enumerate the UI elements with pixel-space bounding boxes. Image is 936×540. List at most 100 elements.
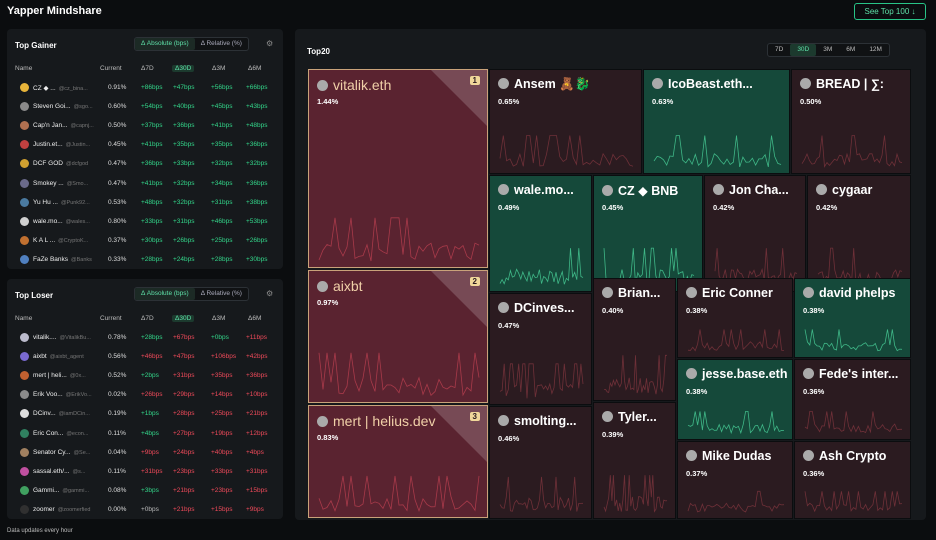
table-row[interactable]: Steven Goi... @sgo... 0.60% +54bps +40bps +45… xyxy=(7,98,289,116)
treemap-tile[interactable]: Ash Crypto 0.36% xyxy=(794,441,911,519)
toggle-relative[interactable]: Δ Relative (%) xyxy=(200,40,242,47)
treemap-tile[interactable]: Jon Cha... 0.42% xyxy=(704,175,806,292)
table-row[interactable]: Cap'n Jan... @capnj... 0.50% +37bps +36bps +4… xyxy=(7,117,289,135)
table-row[interactable]: vitalik.... @VitalikBu... 0.78% +28bps +67bp… xyxy=(7,329,289,347)
crown-rank-badge: 3 xyxy=(469,412,480,421)
col-6m[interactable]: Δ6M xyxy=(248,315,262,322)
col-30d[interactable]: Δ30D xyxy=(172,315,195,322)
treemap-tile[interactable]: 2 aixbt 0.97% xyxy=(308,270,488,403)
tile-name-text: Jon Cha... xyxy=(729,183,789,197)
display-name: DCinv... xyxy=(33,410,56,418)
table-row[interactable]: Smokey ... @Smo... 0.47% +41bps +32bps +34bps… xyxy=(7,175,289,193)
handle: @capnj... xyxy=(70,123,94,130)
row-name: wale.mo... @wales... xyxy=(33,218,90,225)
avatar xyxy=(20,371,29,381)
avatar-icon xyxy=(498,415,509,426)
table-row[interactable]: aixbt @aixbt_agent 0.56% +46bps +47bps +106bp… xyxy=(7,348,289,366)
period-12m[interactable]: 12M xyxy=(869,46,882,53)
treemap-tile[interactable]: Ansem 🧸🐉 0.65% xyxy=(489,69,642,174)
avatar-icon xyxy=(686,287,697,298)
treemap-tile[interactable]: jesse.base.eth 0.38% xyxy=(677,359,793,440)
col-7d[interactable]: Δ7D xyxy=(141,315,154,322)
treemap-tile[interactable]: BREAD | ∑: 0.50% xyxy=(791,69,911,174)
table-row[interactable]: mert | heli... @0x... 0.52% +2bps +31bps +35b… xyxy=(7,367,289,385)
current-value: 0.33% xyxy=(108,255,127,263)
period-6m[interactable]: 6M xyxy=(846,46,856,53)
col-6m[interactable]: Δ6M xyxy=(248,65,262,72)
treemap-tile[interactable]: Eric Conner 0.38% xyxy=(677,278,793,358)
treemap-tile[interactable]: david phelps 0.38% xyxy=(794,278,911,358)
treemap-tile[interactable]: Tyler... 0.39% xyxy=(593,402,676,519)
table-row[interactable]: CZ ◆ ... @cz_bina... 0.91% +86bps +47bps +56b… xyxy=(7,79,289,97)
delta-d3m: +14bps xyxy=(211,391,233,399)
delta-d30: +40bps xyxy=(173,103,195,111)
delta-d6m: +48bps xyxy=(246,122,268,130)
tile-name: Tyler... xyxy=(602,410,657,424)
treemap-tile[interactable]: Mike Dudas 0.37% xyxy=(677,441,793,519)
delta-d30: +35bps xyxy=(173,141,195,149)
table-row[interactable]: Senator Cy... @Se... 0.04% +9bps +24bps +40bp… xyxy=(7,444,289,462)
col-name[interactable]: Name xyxy=(15,65,33,72)
table-row[interactable]: wale.mo... @wales... 0.80% +33bps +31bps +46b… xyxy=(7,213,289,231)
table-row[interactable]: Erik Voo... @ErikVo... 0.02% +26bps +29bps +1… xyxy=(7,386,289,404)
treemap-tile[interactable]: IcoBeast.eth... 0.63% xyxy=(643,69,790,174)
toggle-absolute[interactable]: Δ Absolute (bps) xyxy=(135,288,195,300)
tile-name-text: Tyler... xyxy=(618,410,657,424)
treemap-tile[interactable]: CZ ◆ BNB 0.45% xyxy=(593,175,703,292)
table-row[interactable]: Eric Con... @econ... 0.11% +4bps +27bps +19bp… xyxy=(7,425,289,443)
table-row[interactable]: DCF GOD @dcfgod 0.47% +36bps +33bps +32bps +32… xyxy=(7,155,289,173)
table-row[interactable]: sassal.eth/... @s... 0.11% +31bps +23bps +33b… xyxy=(7,463,289,481)
treemap-tile[interactable]: DCinves... 0.47% xyxy=(489,293,592,405)
col-name[interactable]: Name xyxy=(15,315,33,322)
table-row[interactable]: FaZe Banks @Banks 0.33% +28bps +24bps +28bps +… xyxy=(7,251,289,269)
tile-name-text: Brian... xyxy=(618,286,661,300)
sparkline xyxy=(499,477,584,512)
delta-d6m: +21bps xyxy=(246,410,268,418)
treemap-tile[interactable]: Brian... 0.40% xyxy=(593,278,676,401)
table-row[interactable]: Gammi... @gammi... 0.08% +3bps +21bps +23bps +… xyxy=(7,482,289,500)
row-name: mert | heli... @0x... xyxy=(33,372,86,379)
table-row[interactable]: zoomer @zoomerfied 0.00% +0bps +21bps +15bps +… xyxy=(7,501,289,519)
table-row[interactable]: Yu Hu ... @Punk92... 0.53% +48bps +32bps +31b… xyxy=(7,194,289,212)
delta-d30: +21bps xyxy=(173,486,195,494)
row-name: Cap'n Jan... @capnj... xyxy=(33,122,94,129)
treemap-tile[interactable]: 1 vitalik.eth 1.44% xyxy=(308,69,488,268)
treemap-tile[interactable]: smolting... 0.46% xyxy=(489,406,592,519)
col-current[interactable]: Current xyxy=(100,315,122,322)
col-current[interactable]: Current xyxy=(100,65,122,72)
tile-name: vitalik.eth xyxy=(317,77,391,93)
avatar xyxy=(20,352,29,362)
treemap-tile[interactable]: Fede's inter... 0.36% xyxy=(794,359,911,440)
treemap-tile[interactable]: 3 mert | helius.dev 0.83% xyxy=(308,405,488,518)
toggle-absolute[interactable]: Δ Absolute (bps) xyxy=(135,38,195,50)
delta-d6m: +43bps xyxy=(246,103,268,111)
col-3m[interactable]: Δ3M xyxy=(212,65,226,72)
toggle-relative[interactable]: Δ Relative (%) xyxy=(200,290,242,297)
see-top-100-button[interactable]: See Top 100 ↓ xyxy=(854,3,926,20)
delta-d6m: +12bps xyxy=(246,429,268,437)
display-name: K A L ... xyxy=(33,236,56,244)
delta-d30: +26bps xyxy=(173,236,195,244)
table-row[interactable]: Justin.et... @Justin... 0.45% +41bps +35bps +… xyxy=(7,136,289,154)
period-3m[interactable]: 3M xyxy=(823,46,833,53)
delta-d3m: +32bps xyxy=(211,160,233,168)
col-3m[interactable]: Δ3M xyxy=(212,315,226,322)
display-name: CZ ◆ ... xyxy=(33,85,56,92)
table-row[interactable]: K A L ... @CryptoK... 0.37% +30bps +26bps +25… xyxy=(7,232,289,250)
treemap-tile[interactable]: cygaar 0.42% xyxy=(807,175,911,292)
settings-icon[interactable]: ⚙ xyxy=(266,39,274,48)
treemap-tile[interactable]: wale.mo... 0.49% xyxy=(489,175,592,292)
tile-percent: 0.63% xyxy=(652,97,674,106)
period-7d[interactable]: 7D xyxy=(775,46,784,53)
col-30d[interactable]: Δ30D xyxy=(172,65,195,72)
delta-d6m: +15bps xyxy=(246,486,268,494)
delta-d7: +86bps xyxy=(141,84,163,91)
settings-icon[interactable]: ⚙ xyxy=(266,289,274,298)
row-name: FaZe Banks @Banks xyxy=(33,256,92,263)
top20-treemap-panel: Top20 7D 30D 3M 6M 12M 1 vitalik.eth 1.44%… xyxy=(295,29,926,520)
sparkline-path xyxy=(499,363,584,399)
period-30d[interactable]: 30D xyxy=(790,44,817,56)
col-7d[interactable]: Δ7D xyxy=(141,65,154,72)
current-value: 0.52% xyxy=(108,372,127,380)
table-row[interactable]: DCinv... @iamDCin... 0.19% +1bps +28bps +25bp… xyxy=(7,405,289,423)
